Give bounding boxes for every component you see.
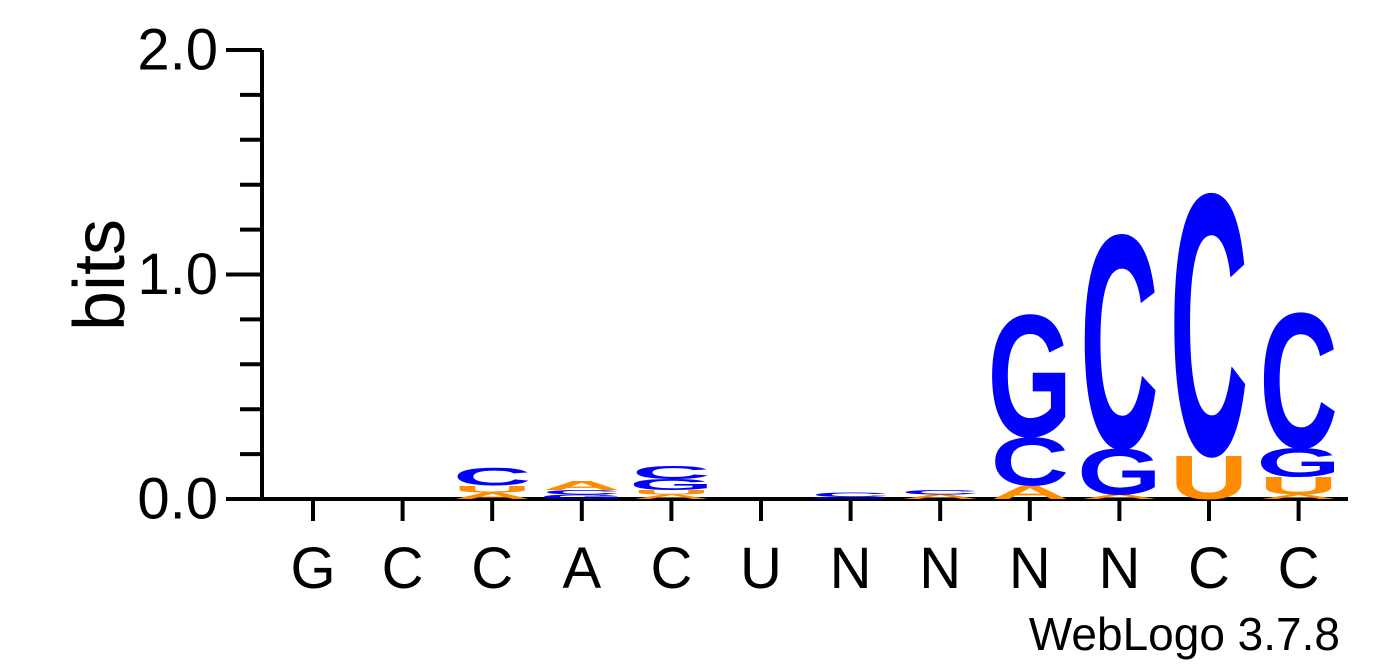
y-tick-label: 2.0 bbox=[137, 18, 218, 83]
x-tick-label: C bbox=[1278, 536, 1320, 601]
y-axis: 0.0 1.0 2.0 bits bbox=[60, 18, 264, 532]
x-tick-label: C bbox=[471, 536, 513, 601]
logo-letter-u: U bbox=[632, 489, 710, 496]
logo-letter-g: G bbox=[629, 476, 713, 493]
logo-letter-a: A bbox=[632, 493, 710, 500]
logo-letter-c: C bbox=[811, 491, 889, 498]
logo-letter-c: C bbox=[1259, 273, 1337, 489]
x-tick-label: G bbox=[290, 536, 335, 601]
position-stack: AUC bbox=[453, 463, 531, 501]
logo-letter-c: C bbox=[901, 489, 979, 496]
y-ticks: 0.0 1.0 2.0 bbox=[137, 18, 262, 532]
position-stack: UC bbox=[1170, 117, 1248, 534]
x-tick-label: N bbox=[1009, 536, 1051, 601]
x-tick-label: U bbox=[740, 536, 782, 601]
logo-letter-a: A bbox=[1259, 493, 1337, 500]
y-axis-label: bits bbox=[60, 219, 140, 331]
logo-letter-c: C bbox=[543, 489, 621, 496]
logo-letter-u: U bbox=[1170, 443, 1248, 513]
logo-letter-a: A bbox=[991, 482, 1069, 503]
position-stack: GC bbox=[808, 491, 892, 499]
logo-letter-a: A bbox=[901, 493, 979, 500]
position-stack: AGC bbox=[1077, 170, 1161, 513]
x-tick-label: C bbox=[1188, 536, 1230, 601]
logo-letter-u: U bbox=[453, 484, 531, 494]
logo-letter-a: A bbox=[453, 491, 531, 501]
logo-letter-c: C bbox=[453, 463, 531, 491]
logo-letter-u: U bbox=[1259, 472, 1337, 500]
logo-letter-g: G bbox=[808, 496, 892, 499]
logo-letter-c: C bbox=[1080, 170, 1158, 513]
logo-letter-g: G bbox=[1077, 435, 1161, 508]
x-tick-label: N bbox=[919, 536, 961, 601]
logo-letter-g: G bbox=[988, 278, 1072, 474]
logo-letter-c: C bbox=[632, 462, 710, 483]
x-tick-label: A bbox=[562, 536, 601, 601]
position-stack: AC bbox=[901, 489, 979, 500]
logo-letter-a: A bbox=[543, 479, 621, 493]
x-tick-label: C bbox=[382, 536, 424, 601]
position-stack: ACG bbox=[988, 278, 1072, 504]
x-tick-label: N bbox=[830, 536, 872, 601]
logo-letter-g: G bbox=[1256, 440, 1340, 485]
weblogo-credit: WebLogo 3.7.8 bbox=[1029, 608, 1340, 660]
logo-letter-g: G bbox=[540, 493, 624, 500]
y-tick-label: 1.0 bbox=[137, 242, 218, 307]
logo-letter-c: C bbox=[1170, 117, 1248, 534]
y-tick-label: 0.0 bbox=[137, 467, 218, 532]
x-tick-label: C bbox=[650, 536, 692, 601]
logo-letter-a: A bbox=[1080, 493, 1158, 500]
position-stack: GCA bbox=[540, 479, 624, 501]
x-tick-label: N bbox=[1098, 536, 1140, 601]
logo-letter-c: C bbox=[991, 424, 1069, 500]
